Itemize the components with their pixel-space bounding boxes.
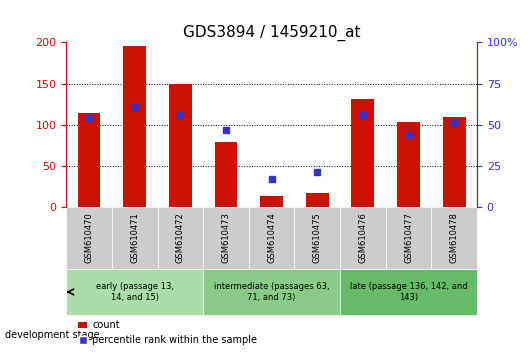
FancyBboxPatch shape [66, 269, 203, 315]
Text: GSM610477: GSM610477 [404, 212, 413, 263]
Text: GSM610474: GSM610474 [267, 212, 276, 263]
Text: GSM610475: GSM610475 [313, 212, 322, 263]
Text: GSM610478: GSM610478 [449, 212, 458, 263]
Bar [78, 113, 101, 207]
Text: intermediate (passages 63,
71, and 73): intermediate (passages 63, 71, and 73) [214, 282, 330, 302]
FancyBboxPatch shape [431, 207, 477, 269]
FancyBboxPatch shape [112, 207, 157, 269]
FancyBboxPatch shape [66, 207, 112, 269]
Text: early (passage 13,
14, and 15): early (passage 13, 14, and 15) [96, 282, 174, 302]
Bar [169, 84, 192, 207]
FancyBboxPatch shape [203, 269, 340, 315]
Bar [443, 116, 465, 207]
Title: GDS3894 / 1459210_at: GDS3894 / 1459210_at [183, 25, 360, 41]
FancyBboxPatch shape [203, 207, 249, 269]
FancyBboxPatch shape [340, 207, 386, 269]
Bar [351, 99, 374, 207]
FancyBboxPatch shape [249, 207, 295, 269]
Text: GSM610471: GSM610471 [130, 212, 139, 263]
FancyBboxPatch shape [295, 207, 340, 269]
Bar [123, 46, 146, 207]
Bar [215, 142, 237, 207]
Text: GSM610472: GSM610472 [176, 212, 185, 263]
Text: late (passage 136, 142, and
143): late (passage 136, 142, and 143) [350, 282, 467, 302]
FancyBboxPatch shape [157, 207, 203, 269]
Bar [397, 122, 420, 207]
Text: GSM610470: GSM610470 [85, 212, 94, 263]
FancyBboxPatch shape [340, 269, 477, 315]
Text: GSM610473: GSM610473 [222, 212, 231, 263]
Text: development stage: development stage [5, 330, 100, 339]
Legend: count, percentile rank within the sample: count, percentile rank within the sample [74, 316, 261, 349]
FancyBboxPatch shape [386, 207, 431, 269]
Text: GSM610476: GSM610476 [358, 212, 367, 263]
Bar [306, 193, 329, 207]
Bar [260, 195, 283, 207]
